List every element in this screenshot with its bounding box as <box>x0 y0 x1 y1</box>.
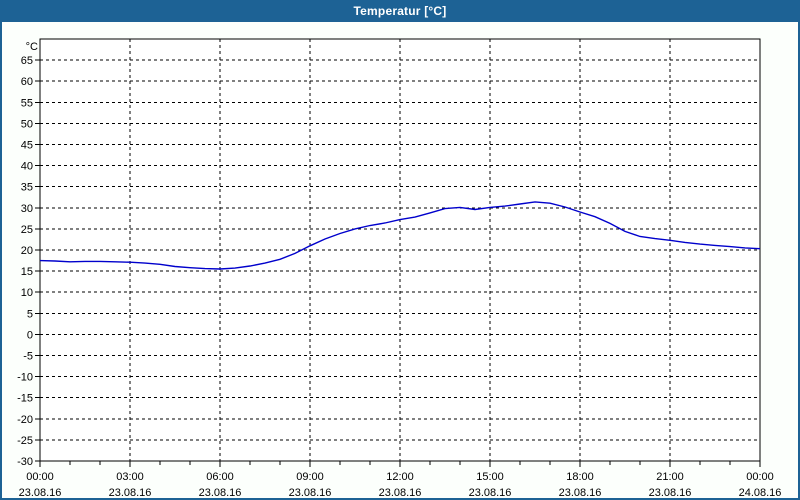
x-tick-date-label: 23.08.16 <box>289 487 332 499</box>
y-tick-label: 35 <box>21 182 33 194</box>
window-title: Temperatur [°C] <box>353 4 447 18</box>
y-tick-label: -10 <box>17 372 33 384</box>
y-axis: 65605550454035302520151050-5-10-15-20-25… <box>17 41 40 468</box>
x-tick-time-label: 00:00 <box>746 471 774 483</box>
x-tick-time-label: 12:00 <box>386 471 414 483</box>
y-tick-label: 60 <box>21 76 33 88</box>
x-tick-date-label: 23.08.16 <box>469 487 512 499</box>
y-tick-label: -20 <box>17 414 33 426</box>
y-tick-label: -25 <box>17 435 33 447</box>
y-tick-label: -30 <box>17 456 33 468</box>
y-tick-label: 20 <box>21 245 33 257</box>
y-tick-label: 25 <box>21 224 33 236</box>
x-tick-time-label: 03:00 <box>116 471 144 483</box>
y-tick-label: 40 <box>21 161 33 173</box>
x-tick-date-label: 23.08.16 <box>199 487 242 499</box>
y-tick-label: 10 <box>21 287 33 299</box>
x-tick-date-label: 24.08.16 <box>739 487 782 499</box>
x-tick-date-label: 23.08.16 <box>109 487 152 499</box>
y-tick-label: -15 <box>17 393 33 405</box>
x-tick-time-label: 21:00 <box>656 471 684 483</box>
y-tick-label: 50 <box>21 118 33 130</box>
y-tick-label: 55 <box>21 97 33 109</box>
x-tick-time-label: 15:00 <box>476 471 504 483</box>
x-tick-date-label: 23.08.16 <box>379 487 422 499</box>
y-tick-label: 45 <box>21 140 33 152</box>
x-tick-time-label: 00:00 <box>26 471 54 483</box>
x-axis: 00:00 23.08.16 03:00 23.08.16 06:00 23.08.16 0… <box>19 461 782 499</box>
gridlines <box>40 39 760 461</box>
y-axis-unit-label: °C <box>26 41 38 53</box>
x-tick-date-label: 23.08.16 <box>19 487 62 499</box>
x-tick-time-label: 18:00 <box>566 471 594 483</box>
temperature-line <box>39 201 761 270</box>
x-tick-time-label: 09:00 <box>296 471 324 483</box>
y-tick-label: 65 <box>21 55 33 67</box>
window-title-bar: Temperatur [°C] <box>0 0 800 22</box>
x-tick-date-label: 23.08.16 <box>559 487 602 499</box>
y-tick-label: -5 <box>23 351 33 363</box>
y-tick-label: 5 <box>27 308 33 320</box>
y-tick-label: 0 <box>27 329 33 341</box>
x-tick-date-label: 23.08.16 <box>649 487 692 499</box>
y-tick-label: 15 <box>21 266 33 278</box>
y-tick-label: 30 <box>21 203 33 215</box>
x-tick-time-label: 06:00 <box>206 471 234 483</box>
